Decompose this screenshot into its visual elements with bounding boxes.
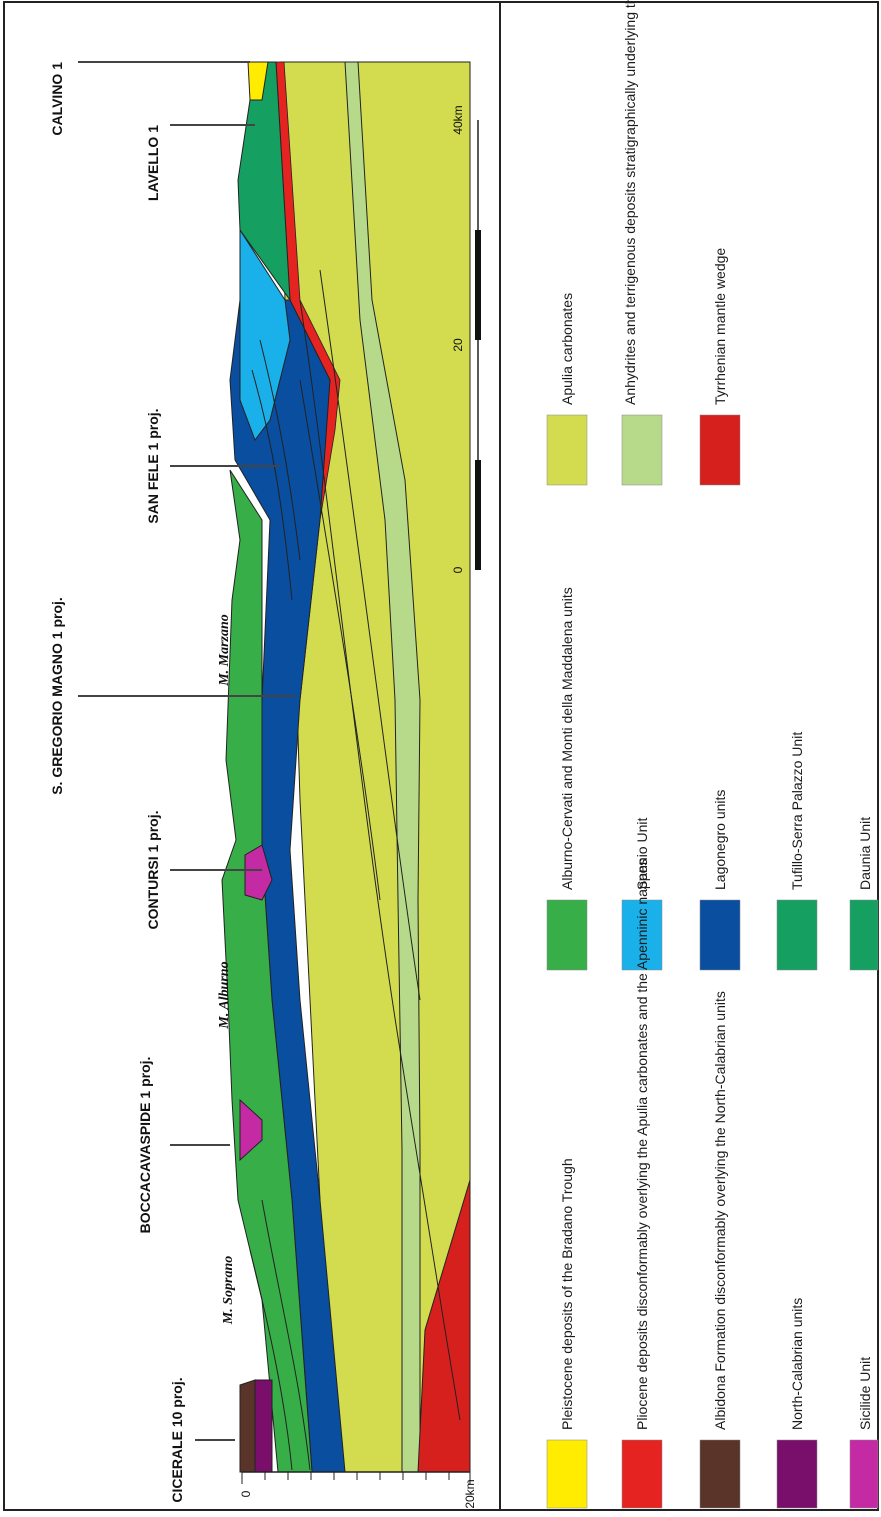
depth-axis: 0 20km bbox=[239, 1471, 477, 1509]
swatch-albidona bbox=[699, 1439, 741, 1509]
well-label-boccacavaspide: BOCCACAVASPIDE 1 proj. bbox=[137, 1057, 153, 1234]
legend-item-sicilide: Sicilide Unit bbox=[849, 1357, 879, 1509]
swatch-lagonegro bbox=[699, 899, 741, 971]
swatch-apulia bbox=[546, 414, 588, 486]
swatch-daunia bbox=[849, 899, 879, 971]
legend-item-daunia: Daunia Unit bbox=[849, 817, 879, 971]
km-scale: 0 20 40km bbox=[451, 105, 481, 573]
well-label-contursi: CONTURSI 1 proj. bbox=[145, 810, 161, 929]
thrust-lines bbox=[249, 269, 461, 1471]
swatch-alburno bbox=[546, 899, 588, 971]
legend-item-apulia: Apulia carbonates bbox=[546, 293, 588, 486]
legend-item-pliocene: Pliocene deposits disconformably overlyi… bbox=[621, 859, 663, 1509]
legend-item-tufillo: Tufillo-Serra Palazzo Unit bbox=[776, 732, 818, 971]
km-scale-0: 0 bbox=[451, 566, 465, 573]
legend-label-pleistocene: Pleistocene deposits of the Bradano Trou… bbox=[559, 1158, 575, 1430]
legend-label-north-calabrian: North-Calabrian units bbox=[789, 1298, 805, 1430]
swatch-sannio bbox=[621, 899, 663, 971]
well-label-calvino: CALVINO 1 bbox=[49, 62, 65, 136]
unit-north-calabrian bbox=[254, 1379, 273, 1473]
unit-sicilide-2 bbox=[239, 1098, 263, 1162]
legend-item-sannio: Sannio Unit bbox=[621, 818, 663, 971]
swatch-tufillo bbox=[776, 899, 818, 971]
well-label-lavello: LAVELLO 1 bbox=[145, 125, 161, 201]
legend: Apulia carbonates Anhydrites and terrige… bbox=[546, 0, 879, 1509]
legend-label-sannio: Sannio Unit bbox=[634, 818, 650, 890]
legend-label-daunia: Daunia Unit bbox=[857, 817, 873, 890]
legend-item-alburno: Alburno-Cervati and Monti della Maddalen… bbox=[546, 587, 588, 971]
km-scale-40: 40km bbox=[451, 105, 465, 134]
km-scale-20: 20 bbox=[451, 338, 465, 352]
legend-label-mantle: Tyrrhenian mantle wedge bbox=[712, 248, 728, 405]
well-label-cicerale: CICERALE 10 proj. bbox=[169, 1377, 185, 1502]
swatch-pleistocene bbox=[546, 1439, 588, 1509]
swatch-anhydrites bbox=[621, 414, 663, 486]
legend-item-anhydrites: Anhydrites and terrigenous deposits stra… bbox=[621, 0, 663, 486]
svg-text:Anhydrites and terrigenous dep: Anhydrites and terrigenous deposits stra… bbox=[622, 0, 638, 405]
legend-item-north-calabrian: North-Calabrian units bbox=[776, 1298, 818, 1509]
well-label-s-gregorio: S. GREGORIO MAGNO 1 proj. bbox=[49, 597, 65, 795]
unit-sannio bbox=[239, 228, 291, 442]
unit-albidona bbox=[239, 1379, 256, 1473]
legend-label-anhydrites: Anhydrites and terrigenous deposits stra… bbox=[622, 0, 638, 405]
depth-top-label: 0 bbox=[239, 1490, 253, 1497]
swatch-pliocene bbox=[621, 1439, 663, 1509]
mountain-label-alburno: M. Alburno bbox=[217, 961, 232, 1029]
unit-pleistocene bbox=[247, 61, 269, 101]
legend-item-albidona: Albidona Formation disconformably overly… bbox=[699, 991, 741, 1509]
cross-section: 0 20km 0 20 40km CALVINO 1 LAVELLO 1 SAN… bbox=[49, 61, 481, 1509]
legend-label-pliocene: Pliocene deposits disconformably overlyi… bbox=[634, 859, 650, 1430]
mountain-label-soprano: M. Soprano bbox=[221, 1256, 236, 1325]
legend-label-albidona: Albidona Formation disconformably overly… bbox=[712, 991, 728, 1430]
swatch-sicilide bbox=[849, 1439, 879, 1509]
depth-bottom-label: 20km bbox=[463, 1479, 477, 1508]
legend-label-alburno: Alburno-Cervati and Monti della Maddalen… bbox=[559, 587, 575, 890]
unit-sicilide-1 bbox=[244, 844, 273, 901]
legend-label-tufillo: Tufillo-Serra Palazzo Unit bbox=[789, 732, 805, 890]
legend-label-lagonegro: Lagonegro units bbox=[712, 790, 728, 890]
mountain-label-marzano: M. Marzano bbox=[217, 614, 232, 687]
legend-label-sicilide: Sicilide Unit bbox=[857, 1357, 873, 1430]
well-lines bbox=[78, 61, 295, 1441]
well-label-san-fele: SAN FELE 1 proj. bbox=[145, 408, 161, 523]
legend-item-pleistocene: Pleistocene deposits of the Bradano Trou… bbox=[546, 1158, 588, 1509]
legend-item-mantle: Tyrrhenian mantle wedge bbox=[699, 248, 741, 486]
swatch-north-calabrian bbox=[776, 1439, 818, 1509]
legend-item-lagonegro: Lagonegro units bbox=[699, 790, 741, 971]
legend-label-apulia: Apulia carbonates bbox=[559, 293, 575, 405]
swatch-mantle bbox=[699, 414, 741, 486]
